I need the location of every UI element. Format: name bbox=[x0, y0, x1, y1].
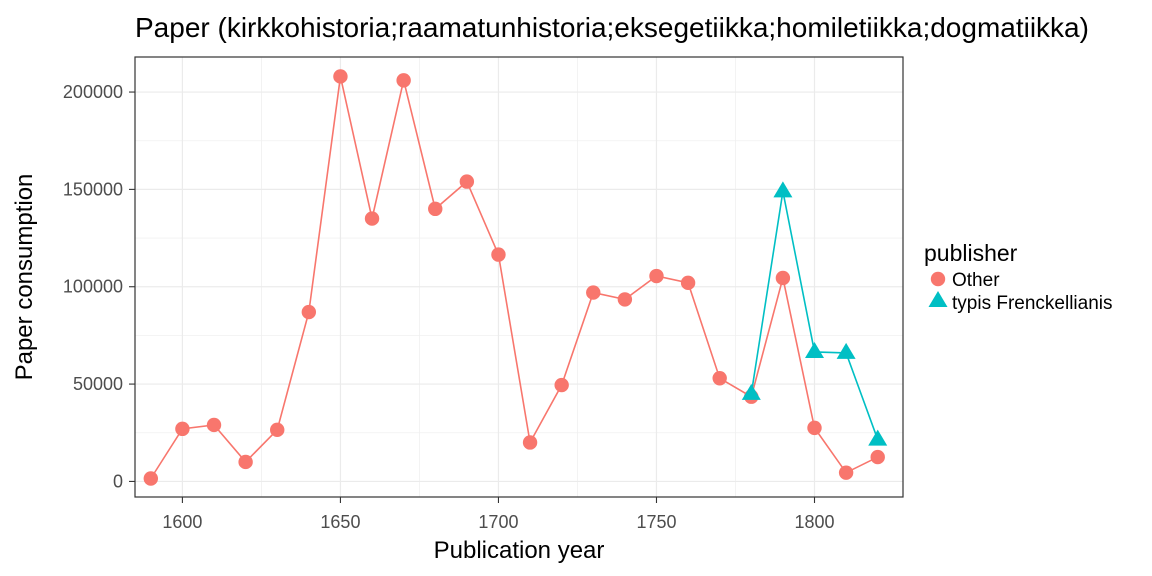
plot-panel bbox=[135, 57, 903, 497]
data-point bbox=[428, 201, 443, 217]
chart-title: Paper (kirkkohistoria;raamatunhistoria;e… bbox=[135, 12, 1089, 43]
legend-key-triangle-icon bbox=[928, 291, 948, 307]
x-axis: 1600 1650 1700 1750 1800 bbox=[162, 497, 835, 532]
legend-item-other: Other bbox=[930, 270, 1000, 291]
data-point bbox=[522, 435, 538, 450]
y-axis-title: Paper consumption bbox=[11, 174, 38, 381]
data-point bbox=[775, 270, 791, 286]
x-tick-label: 1700 bbox=[478, 512, 518, 532]
x-tick-label: 1750 bbox=[636, 512, 676, 532]
y-tick-label: 150000 bbox=[63, 179, 123, 199]
data-point bbox=[396, 73, 411, 88]
data-point bbox=[741, 383, 761, 400]
legend-key-circle-icon bbox=[930, 271, 946, 287]
y-axis: 0 50000 100000 150000 200000 bbox=[63, 82, 135, 491]
data-point bbox=[868, 429, 888, 446]
data-point bbox=[364, 211, 380, 226]
data-point bbox=[805, 341, 825, 358]
legend-label: typis Frenckellianis bbox=[952, 293, 1113, 314]
data-point bbox=[206, 417, 222, 433]
grid-major bbox=[135, 57, 903, 497]
y-tick-label: 200000 bbox=[63, 82, 123, 102]
data-point bbox=[491, 247, 506, 262]
data-point bbox=[807, 420, 822, 436]
data-point bbox=[586, 285, 601, 300]
data-point bbox=[175, 421, 190, 437]
data-point bbox=[459, 174, 475, 189]
x-tick-label: 1600 bbox=[162, 512, 202, 532]
legend-item-typis-frenckellianis: typis Frenckellianis bbox=[928, 291, 1113, 314]
series-line-other bbox=[150, 76, 879, 479]
data-point bbox=[773, 181, 793, 198]
series-other bbox=[143, 69, 885, 486]
data-point bbox=[649, 268, 664, 284]
x-tick-label: 1800 bbox=[794, 512, 834, 532]
y-tick-label: 50000 bbox=[73, 374, 123, 394]
x-tick-label: 1650 bbox=[320, 512, 360, 532]
data-point bbox=[617, 292, 633, 307]
x-axis-title: Publication year bbox=[434, 537, 605, 564]
data-point bbox=[270, 422, 285, 438]
data-point bbox=[836, 342, 856, 359]
y-tick-label: 100000 bbox=[63, 277, 123, 297]
data-point bbox=[554, 377, 569, 393]
data-point bbox=[238, 454, 253, 470]
legend-label: Other bbox=[952, 270, 1000, 291]
data-point bbox=[712, 371, 727, 386]
data-point bbox=[143, 471, 159, 486]
data-point bbox=[333, 69, 348, 84]
data-point bbox=[301, 304, 317, 320]
data-point bbox=[680, 275, 696, 291]
series-typis-frenckellianis bbox=[741, 181, 888, 446]
plot-border bbox=[134, 56, 904, 498]
data-point bbox=[870, 449, 885, 465]
legend-title: publisher bbox=[924, 240, 1018, 266]
data-point bbox=[838, 465, 854, 480]
series-layer bbox=[143, 69, 888, 486]
y-tick-label: 0 bbox=[113, 471, 123, 491]
